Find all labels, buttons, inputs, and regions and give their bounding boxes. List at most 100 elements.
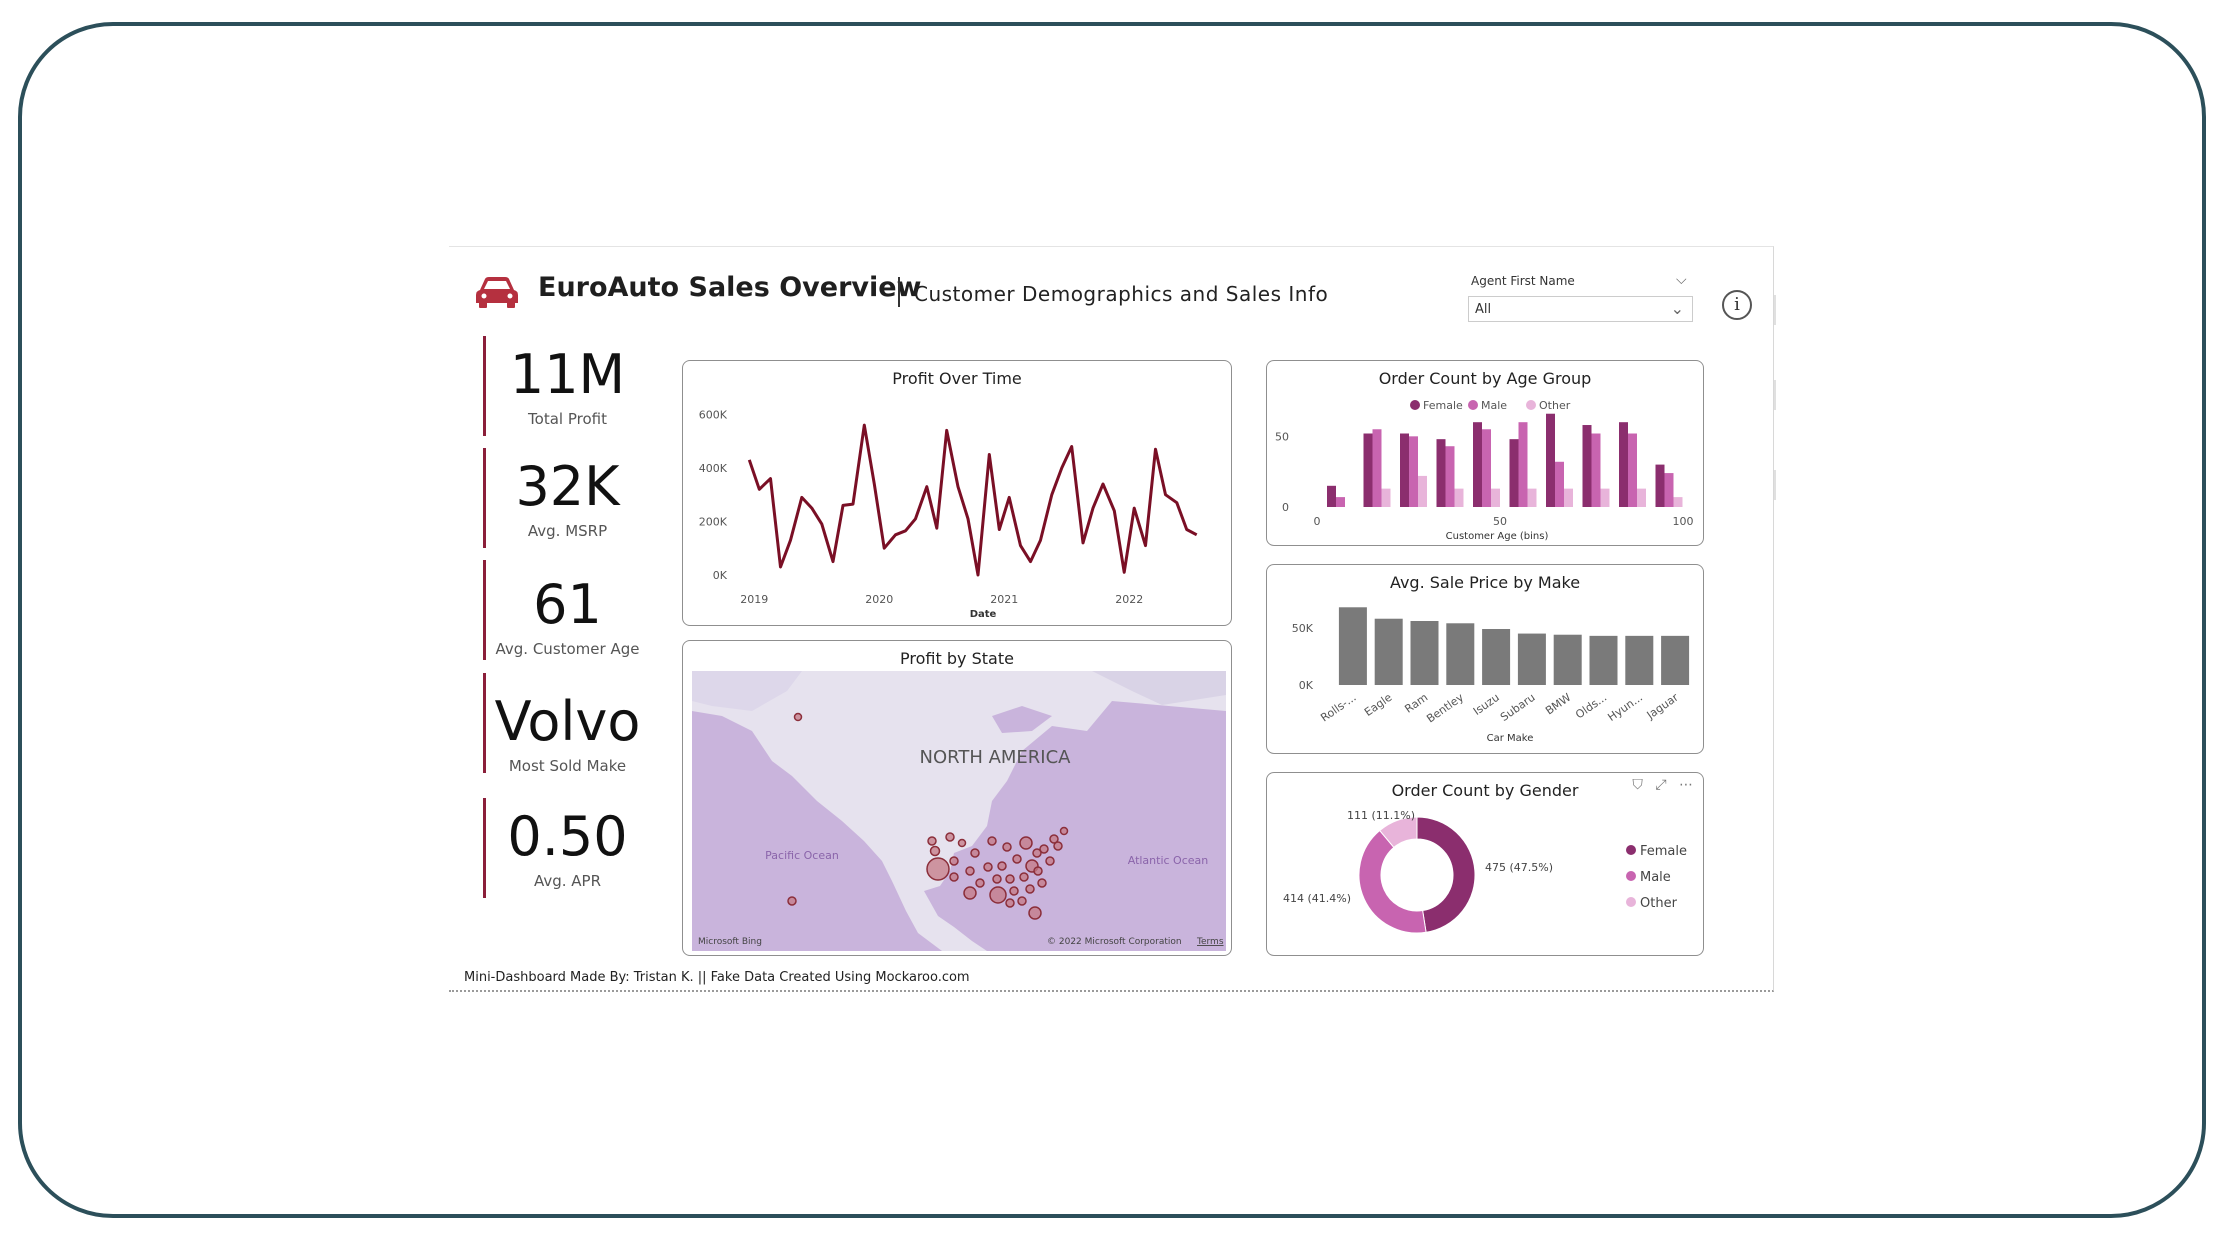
filter-icon[interactable]: ⛉ (1632, 777, 1643, 793)
age-bar (1527, 488, 1537, 507)
x-tick-label: 100 (1673, 515, 1694, 528)
profit-over-time-card[interactable]: Profit Over Time 0K 200K 400K 600K 2019 2020 2… (682, 360, 1232, 626)
legend-marker (1626, 845, 1636, 855)
kpi-accent-bar (483, 673, 486, 773)
kpi-avg-msrp-label: Avg. MSRP (527, 522, 608, 540)
chart-title: Profit by State (900, 649, 1014, 668)
age-bar (1555, 461, 1564, 507)
age-bar (1664, 473, 1674, 507)
chevron-down-icon[interactable]: ⌄ (1670, 299, 1684, 318)
slicer-value: All (1475, 302, 1492, 317)
age-bar (1454, 488, 1464, 507)
make-bar (1661, 635, 1690, 685)
kpi-avg-apr-value: 0.50 (507, 805, 628, 868)
order-count-gender-card[interactable]: Order Count by Gender ⛉ ⤢ ⋯ 475 (47.5%) 4… (1266, 772, 1704, 956)
data-label: 111 (11.1%) (1347, 809, 1415, 822)
y-tick-label: 600K (699, 408, 728, 421)
gender-donut-chart: 475 (47.5%) 414 (41.4%) 111 (11.1%) Female M… (1283, 809, 1687, 934)
x-tick-label: Jaguar (1644, 691, 1682, 723)
profit-map[interactable]: NORTH AMERICA Pacific Ocean Atlantic Oce… (692, 671, 1226, 951)
legend-marker (1526, 400, 1536, 410)
agent-name-slicer[interactable]: All ⌄ (1468, 296, 1693, 322)
donut-slice (1379, 816, 1418, 849)
age-bar (1372, 429, 1382, 507)
legend-label: Female (1423, 399, 1463, 412)
legend-marker (1626, 871, 1636, 881)
more-options-icon[interactable]: ⋯ (1679, 777, 1693, 793)
x-tick-label: Isuzu (1471, 691, 1502, 718)
legend-label: Male (1640, 870, 1671, 885)
make-bar (1625, 635, 1654, 685)
map-bing-label: Microsoft Bing (698, 937, 762, 947)
age-bar (1619, 422, 1628, 507)
profit-by-state-card[interactable]: Profit by State (682, 640, 1232, 956)
age-bar (1546, 413, 1555, 507)
data-label: 475 (47.5%) (1485, 861, 1553, 874)
map-continent-label: NORTH AMERICA (920, 747, 1072, 768)
chevron-down-icon[interactable]: ⌵ (1676, 272, 1687, 288)
chart-title: Order Count by Gender (1391, 781, 1579, 800)
age-bar (1400, 433, 1409, 507)
kpi-avg-age-value: 61 (533, 573, 602, 636)
donut-slice (1358, 829, 1427, 934)
kpi-avg-msrp-value: 32K (515, 455, 620, 518)
age-bar (1418, 475, 1427, 507)
scroll-tick (1774, 295, 1776, 325)
x-axis-label: Date (970, 609, 997, 620)
kpi-avg-apr-label: Avg. APR (533, 872, 602, 890)
order-count-age-card[interactable]: Order Count by Age Group Female Male Other… (1266, 360, 1704, 546)
age-bar (1564, 488, 1573, 507)
age-bar (1637, 488, 1646, 507)
chart-title: Order Count by Age Group (1378, 369, 1592, 388)
age-bar (1409, 436, 1418, 507)
make-bar (1410, 621, 1439, 685)
title-separator (898, 277, 900, 307)
make-bar (1517, 633, 1546, 685)
profit-line-chart: 0K 200K 400K 600K 2019 2020 2021 2022 Date (699, 408, 1198, 620)
make-bar (1446, 623, 1475, 685)
kpi-most-sold-make-value: Volvo (494, 690, 641, 753)
data-label: 414 (41.4%) (1283, 892, 1351, 905)
x-tick-label: 2022 (1115, 593, 1143, 606)
make-bar (1338, 607, 1367, 685)
page-title: EuroAuto Sales Overview (538, 272, 922, 303)
focus-mode-icon[interactable]: ⤢ (1655, 777, 1667, 793)
kpi-most-sold-make-label: Most Sold Make (508, 757, 627, 775)
x-tick-label: 50 (1493, 515, 1507, 528)
y-tick-label: 50K (1292, 622, 1314, 635)
chart-title: Avg. Sale Price by Make (1389, 573, 1581, 592)
age-bar (1655, 464, 1665, 507)
legend-label: Male (1481, 399, 1507, 412)
map-ocean-label: Atlantic Ocean (1128, 854, 1209, 867)
legend-marker (1626, 897, 1636, 907)
kpi-accent-bar (483, 448, 486, 548)
x-tick-label: Olds... (1573, 691, 1609, 722)
avg-sale-price-card[interactable]: Avg. Sale Price by Make 50K 0K Rolls-... Ea… (1266, 564, 1704, 754)
legend-marker (1468, 400, 1478, 410)
kpi-total-profit-value: 11M (509, 343, 626, 406)
info-icon[interactable]: i (1722, 290, 1752, 320)
map-copyright: © 2022 Microsoft Corporation (1047, 937, 1182, 947)
x-tick-label: Hyun... (1605, 691, 1645, 724)
age-bar (1381, 488, 1391, 507)
x-tick-label: Subaru (1498, 691, 1538, 724)
y-tick-label: 0 (1282, 501, 1289, 514)
page-subtitle: Customer Demographics and Sales Info (914, 282, 1329, 306)
x-axis-label: Customer Age (bins) (1446, 531, 1549, 542)
x-tick-label: 2020 (865, 593, 893, 606)
age-bar (1518, 422, 1528, 507)
donut-slice (1416, 816, 1476, 933)
make-bar (1374, 618, 1403, 685)
age-bar (1473, 422, 1482, 507)
legend-label: Female (1640, 844, 1687, 859)
car-icon (476, 277, 518, 308)
x-tick-label: 0 (1314, 515, 1321, 528)
x-tick-label: Bentley (1424, 691, 1466, 726)
legend-marker (1410, 400, 1420, 410)
footer-credit: Mini-Dashboard Made By: Tristan K. || Fa… (464, 970, 970, 985)
profit-series-line (747, 423, 1198, 577)
card-header-icons: ⛉ ⤢ ⋯ (1632, 777, 1693, 793)
scroll-tick (1774, 470, 1776, 500)
age-bar (1582, 425, 1592, 507)
age-bar (1591, 433, 1601, 507)
